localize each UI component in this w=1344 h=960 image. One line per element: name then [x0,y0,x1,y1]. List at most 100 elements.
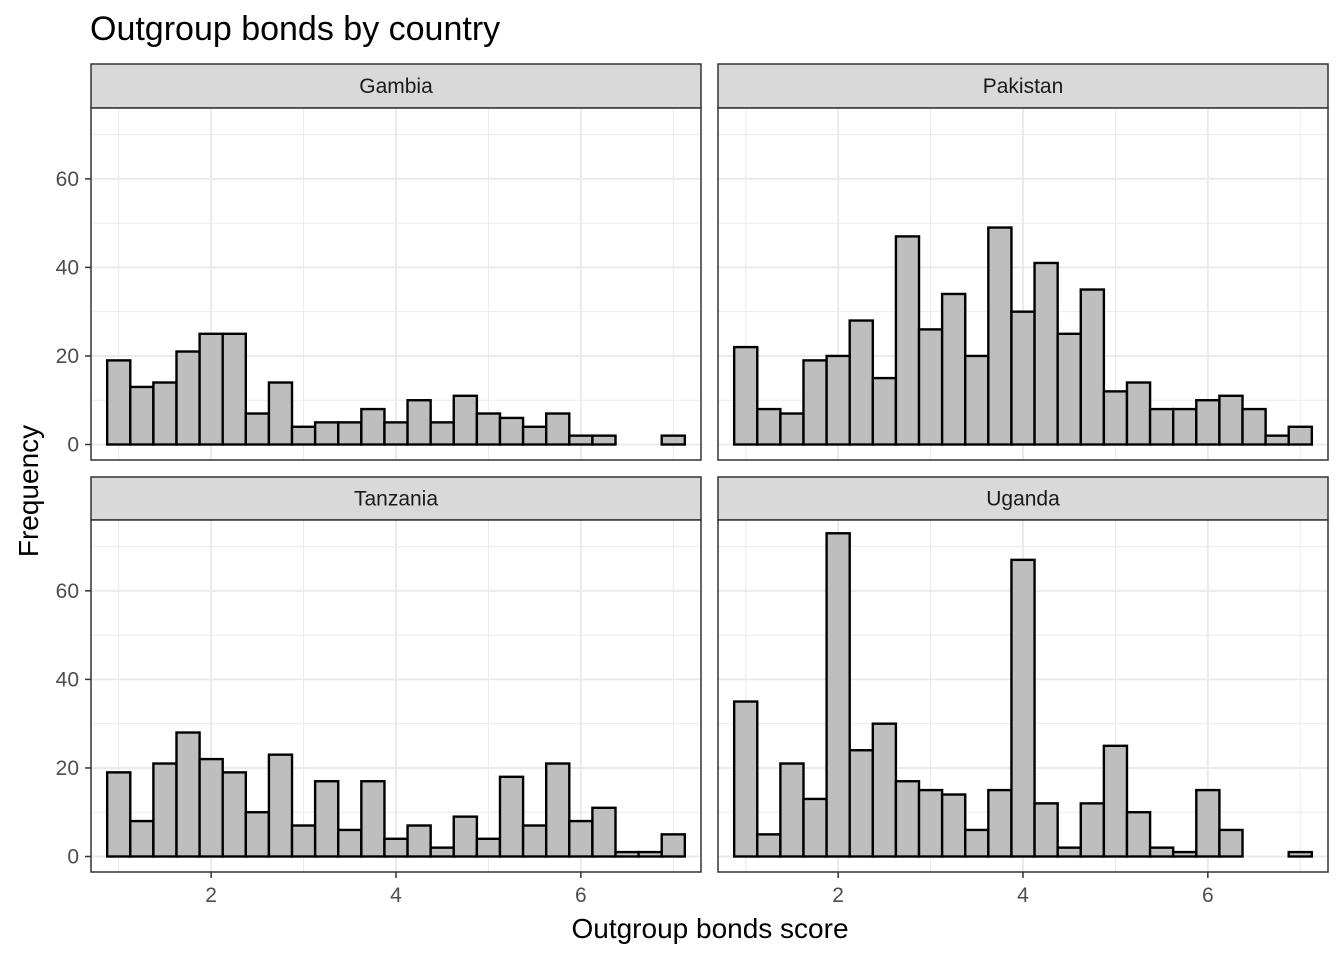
histogram-bar [221,771,248,858]
histogram-bar [129,819,155,858]
histogram-bar [940,793,967,858]
histogram-bar [1125,381,1152,446]
histogram-bar [198,757,224,858]
strip-tanzania [90,476,702,521]
histogram-bar [660,833,687,858]
histogram-bar [429,846,455,858]
histogram-bar [987,788,1013,858]
histogram-bar [544,762,571,858]
histogram-bar [848,319,875,446]
histogram-bar [1033,261,1059,446]
histogram-bar [1033,802,1059,858]
histogram-bar [660,434,687,446]
y-tick-label: 60 [56,580,79,603]
histogram-bar [568,434,594,446]
histogram-bar [1102,390,1129,446]
histogram-bar [360,780,386,858]
histogram-bar [313,780,340,858]
histogram-bar [1287,850,1314,858]
histogram-bar [894,235,921,446]
histogram-bar [1195,399,1221,446]
histogram-bar [313,421,340,446]
histogram-bar [1125,811,1152,858]
histogram-bar [290,425,317,446]
histogram-bar [825,354,851,446]
panel-tanzania: Tanzania 0 20 40 60 2 4 6 [56,476,702,907]
histogram-bar [475,837,502,858]
histogram-bar [1264,434,1290,446]
histogram-bar [383,421,409,446]
histogram-bar [779,412,805,446]
histogram-bar [1218,394,1244,446]
histogram-bar [152,381,178,446]
histogram-bar [544,412,571,446]
histogram-bar [1171,850,1198,858]
histogram-bar [1171,407,1198,446]
histogram-bar [779,762,805,858]
histogram-bar [1218,828,1244,858]
histogram-bar [244,811,271,858]
y-tick-label: 40 [56,256,79,279]
histogram-bar [129,385,155,446]
y-tick-label: 20 [56,757,79,780]
strip-pakistan [717,63,1329,109]
x-axis-title: Outgroup bonds score [571,913,848,944]
histogram-bar [1079,802,1106,858]
x-tick-label: 6 [575,884,587,907]
histogram-bar [383,837,409,858]
strip-label-pakistan: Pakistan [983,75,1064,98]
strip-gambia [90,63,702,109]
histogram-bar [267,753,294,858]
histogram-bar [732,345,759,446]
histogram-bar [337,421,363,446]
histogram-bar [1287,425,1314,446]
strip-uganda [717,476,1329,521]
histogram-bar [848,749,875,858]
histogram-bar [521,425,548,446]
y-tick-label: 0 [67,846,79,869]
histogram-bar [152,762,178,858]
histogram-bar [521,824,548,858]
histogram-bar [1241,407,1267,446]
histogram-bar [756,407,782,446]
x-tick-label: 2 [832,884,844,907]
histogram-bar [802,359,828,446]
histogram-bar [964,354,990,446]
histogram-bar [1056,332,1082,446]
histogram-bar [637,850,663,858]
histogram-bar [917,328,944,446]
histogram-bar [244,412,271,446]
histogram-bar [871,376,898,446]
y-tick-label: 60 [56,168,79,191]
chart-title: Outgroup bonds by country [90,10,500,48]
histogram-bar [1010,558,1036,858]
histogram-bar [105,771,132,858]
histogram-bar [406,824,432,858]
histogram-bar [1079,288,1106,446]
x-tick-label: 2 [205,884,217,907]
x-tick-label: 4 [390,884,402,907]
histogram-bar [568,819,594,858]
x-tick-label: 4 [1017,884,1029,907]
histogram-bar [267,381,294,446]
histogram-bar [105,359,132,446]
histogram-bar [894,780,921,858]
histogram-bar [360,407,386,446]
histogram-bar [964,828,990,858]
histogram-bar [452,815,479,858]
histogram-bar [1148,407,1175,446]
histogram-bar [198,332,224,446]
panel-border [717,107,1329,461]
histogram-bar [591,434,617,446]
histogram-bar [1148,846,1175,858]
histogram-bar [406,399,432,446]
histogram-bar [591,806,617,858]
histogram-bar [1010,310,1036,446]
strip-label-uganda: Uganda [986,488,1060,511]
histogram-bar [732,700,759,858]
histogram-bar [1056,846,1082,858]
histogram-bar [825,532,851,858]
histogram-bar [475,412,502,446]
